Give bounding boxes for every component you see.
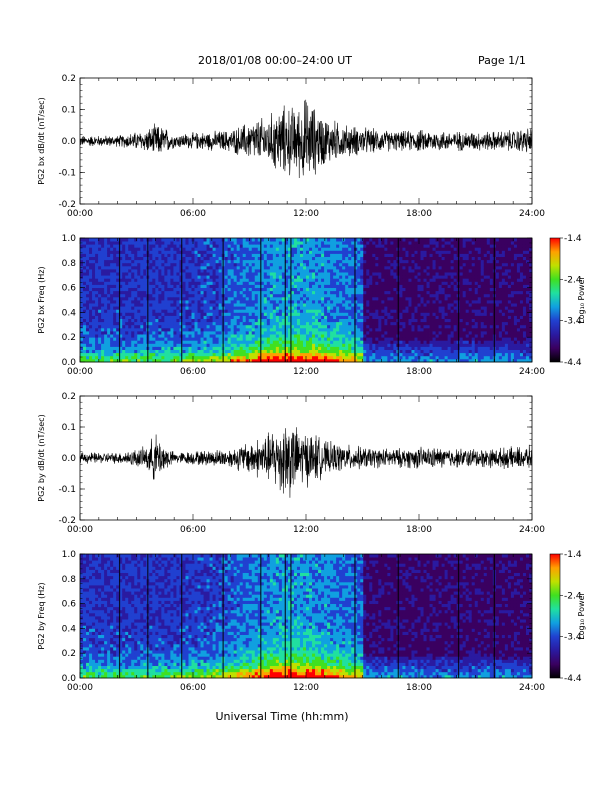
- y-tick-label: 0.2: [62, 333, 76, 343]
- x-tick-label: 06:00: [180, 367, 206, 377]
- colorbar-tick-label: -2.4: [564, 591, 582, 601]
- colorbar-tick-label: -1.4: [564, 234, 582, 244]
- x-axis-label: Universal Time (hh:mm): [216, 710, 349, 723]
- x-tick-label: 00:00: [67, 367, 93, 377]
- bx-spectrogram-panel: -1.4 -2.4 -3.4 -4.4 Log₁₀ Power 00:00 06:00 12:…: [37, 234, 586, 377]
- spectrogram-cells: [80, 554, 533, 679]
- y-tick-label: 0.1: [62, 423, 76, 433]
- by-spectrogram-panel: -1.4 -2.4 -3.4 -4.4 Log₁₀ Power 00:00 06:00 12:…: [37, 550, 586, 693]
- y-tick-label: 0.0: [62, 137, 77, 147]
- y-tick-label: 1.0: [62, 550, 77, 560]
- x-tick-label: 24:00: [519, 367, 545, 377]
- x-tick-label: 24:00: [519, 683, 545, 693]
- x-tick-label: 00:00: [67, 683, 93, 693]
- y-tick-label: -0.2: [58, 516, 76, 526]
- colorbar: [549, 553, 561, 679]
- waveform-trace: [79, 427, 533, 498]
- colorbar-tick-label: -4.4: [564, 674, 582, 684]
- by-dbdt-panel: 00:00 06:00 12:00 18:00 24:00 -0.2 -0.1 0.0 0.1 0…: [37, 392, 545, 535]
- x-tick-label: 12:00: [293, 209, 319, 219]
- colorbar-tick-label: -3.4: [564, 633, 582, 643]
- x-tick-label: 00:00: [67, 209, 93, 219]
- colorbar-label: Log₁₀ Power: [577, 592, 586, 640]
- x-tick-label: 24:00: [519, 525, 545, 535]
- y-tick-label: 0.8: [62, 259, 77, 269]
- x-tick-label: 06:00: [180, 209, 206, 219]
- y-tick-label: 0.1: [62, 106, 76, 116]
- colorbar-tick-label: -1.4: [564, 550, 582, 560]
- y-tick-label: -0.2: [58, 200, 76, 210]
- y-tick-label: 1.0: [62, 234, 77, 244]
- waveform-trace: [79, 99, 533, 178]
- y-axis-label: PG2 by dB/dt (nT/sec): [37, 414, 46, 501]
- y-tick-label: 0.0: [62, 358, 77, 368]
- x-tick-label: 18:00: [406, 525, 432, 535]
- y-tick-label: 0.0: [62, 674, 77, 684]
- y-tick-label: -0.1: [58, 169, 76, 179]
- y-tick-label: 0.8: [62, 575, 77, 585]
- y-tick-label: 0.6: [62, 600, 77, 610]
- y-axis-label: PG2 by Freq (Hz): [37, 582, 46, 649]
- y-tick-label: 0.4: [62, 624, 77, 634]
- x-tick-label: 24:00: [519, 209, 545, 219]
- page-indicator: Page 1/1: [478, 54, 526, 67]
- colorbar-label: Log₁₀ Power: [577, 276, 586, 324]
- y-tick-label: -0.1: [58, 485, 76, 495]
- x-tick-label: 12:00: [293, 683, 319, 693]
- colorbar-tick-label: -4.4: [564, 358, 582, 368]
- x-tick-label: 00:00: [67, 525, 93, 535]
- y-tick-label: 0.0: [62, 454, 77, 464]
- x-tick-label: 06:00: [180, 683, 206, 693]
- colorbar-tick-label: -3.4: [564, 317, 582, 327]
- y-axis-label: PG2 bx Freq (Hz): [37, 266, 46, 333]
- y-tick-label: 0.4: [62, 308, 77, 318]
- y-tick-label: 0.2: [62, 649, 76, 659]
- y-tick-label: 0.2: [62, 392, 76, 402]
- y-tick-label: 0.2: [62, 74, 76, 84]
- x-tick-label: 12:00: [293, 525, 319, 535]
- x-tick-label: 18:00: [406, 683, 432, 693]
- x-tick-label: 06:00: [180, 525, 206, 535]
- x-tick-label: 12:00: [293, 367, 319, 377]
- x-tick-label: 18:00: [406, 209, 432, 219]
- x-tick-label: 18:00: [406, 367, 432, 377]
- colorbar-tick-label: -2.4: [564, 275, 582, 285]
- colorbar: [549, 237, 561, 363]
- bx-dbdt-panel: 00:00 06:00 12:00 18:00 24:00 -0.2 -0.1 0.0 0.1 0…: [37, 74, 545, 219]
- y-axis-label: PG2 bx dB/dt (nT/sec): [37, 97, 46, 184]
- y-tick-label: 0.6: [62, 284, 77, 294]
- figure-title: 2018/01/08 00:00–24:00 UT: [198, 54, 352, 67]
